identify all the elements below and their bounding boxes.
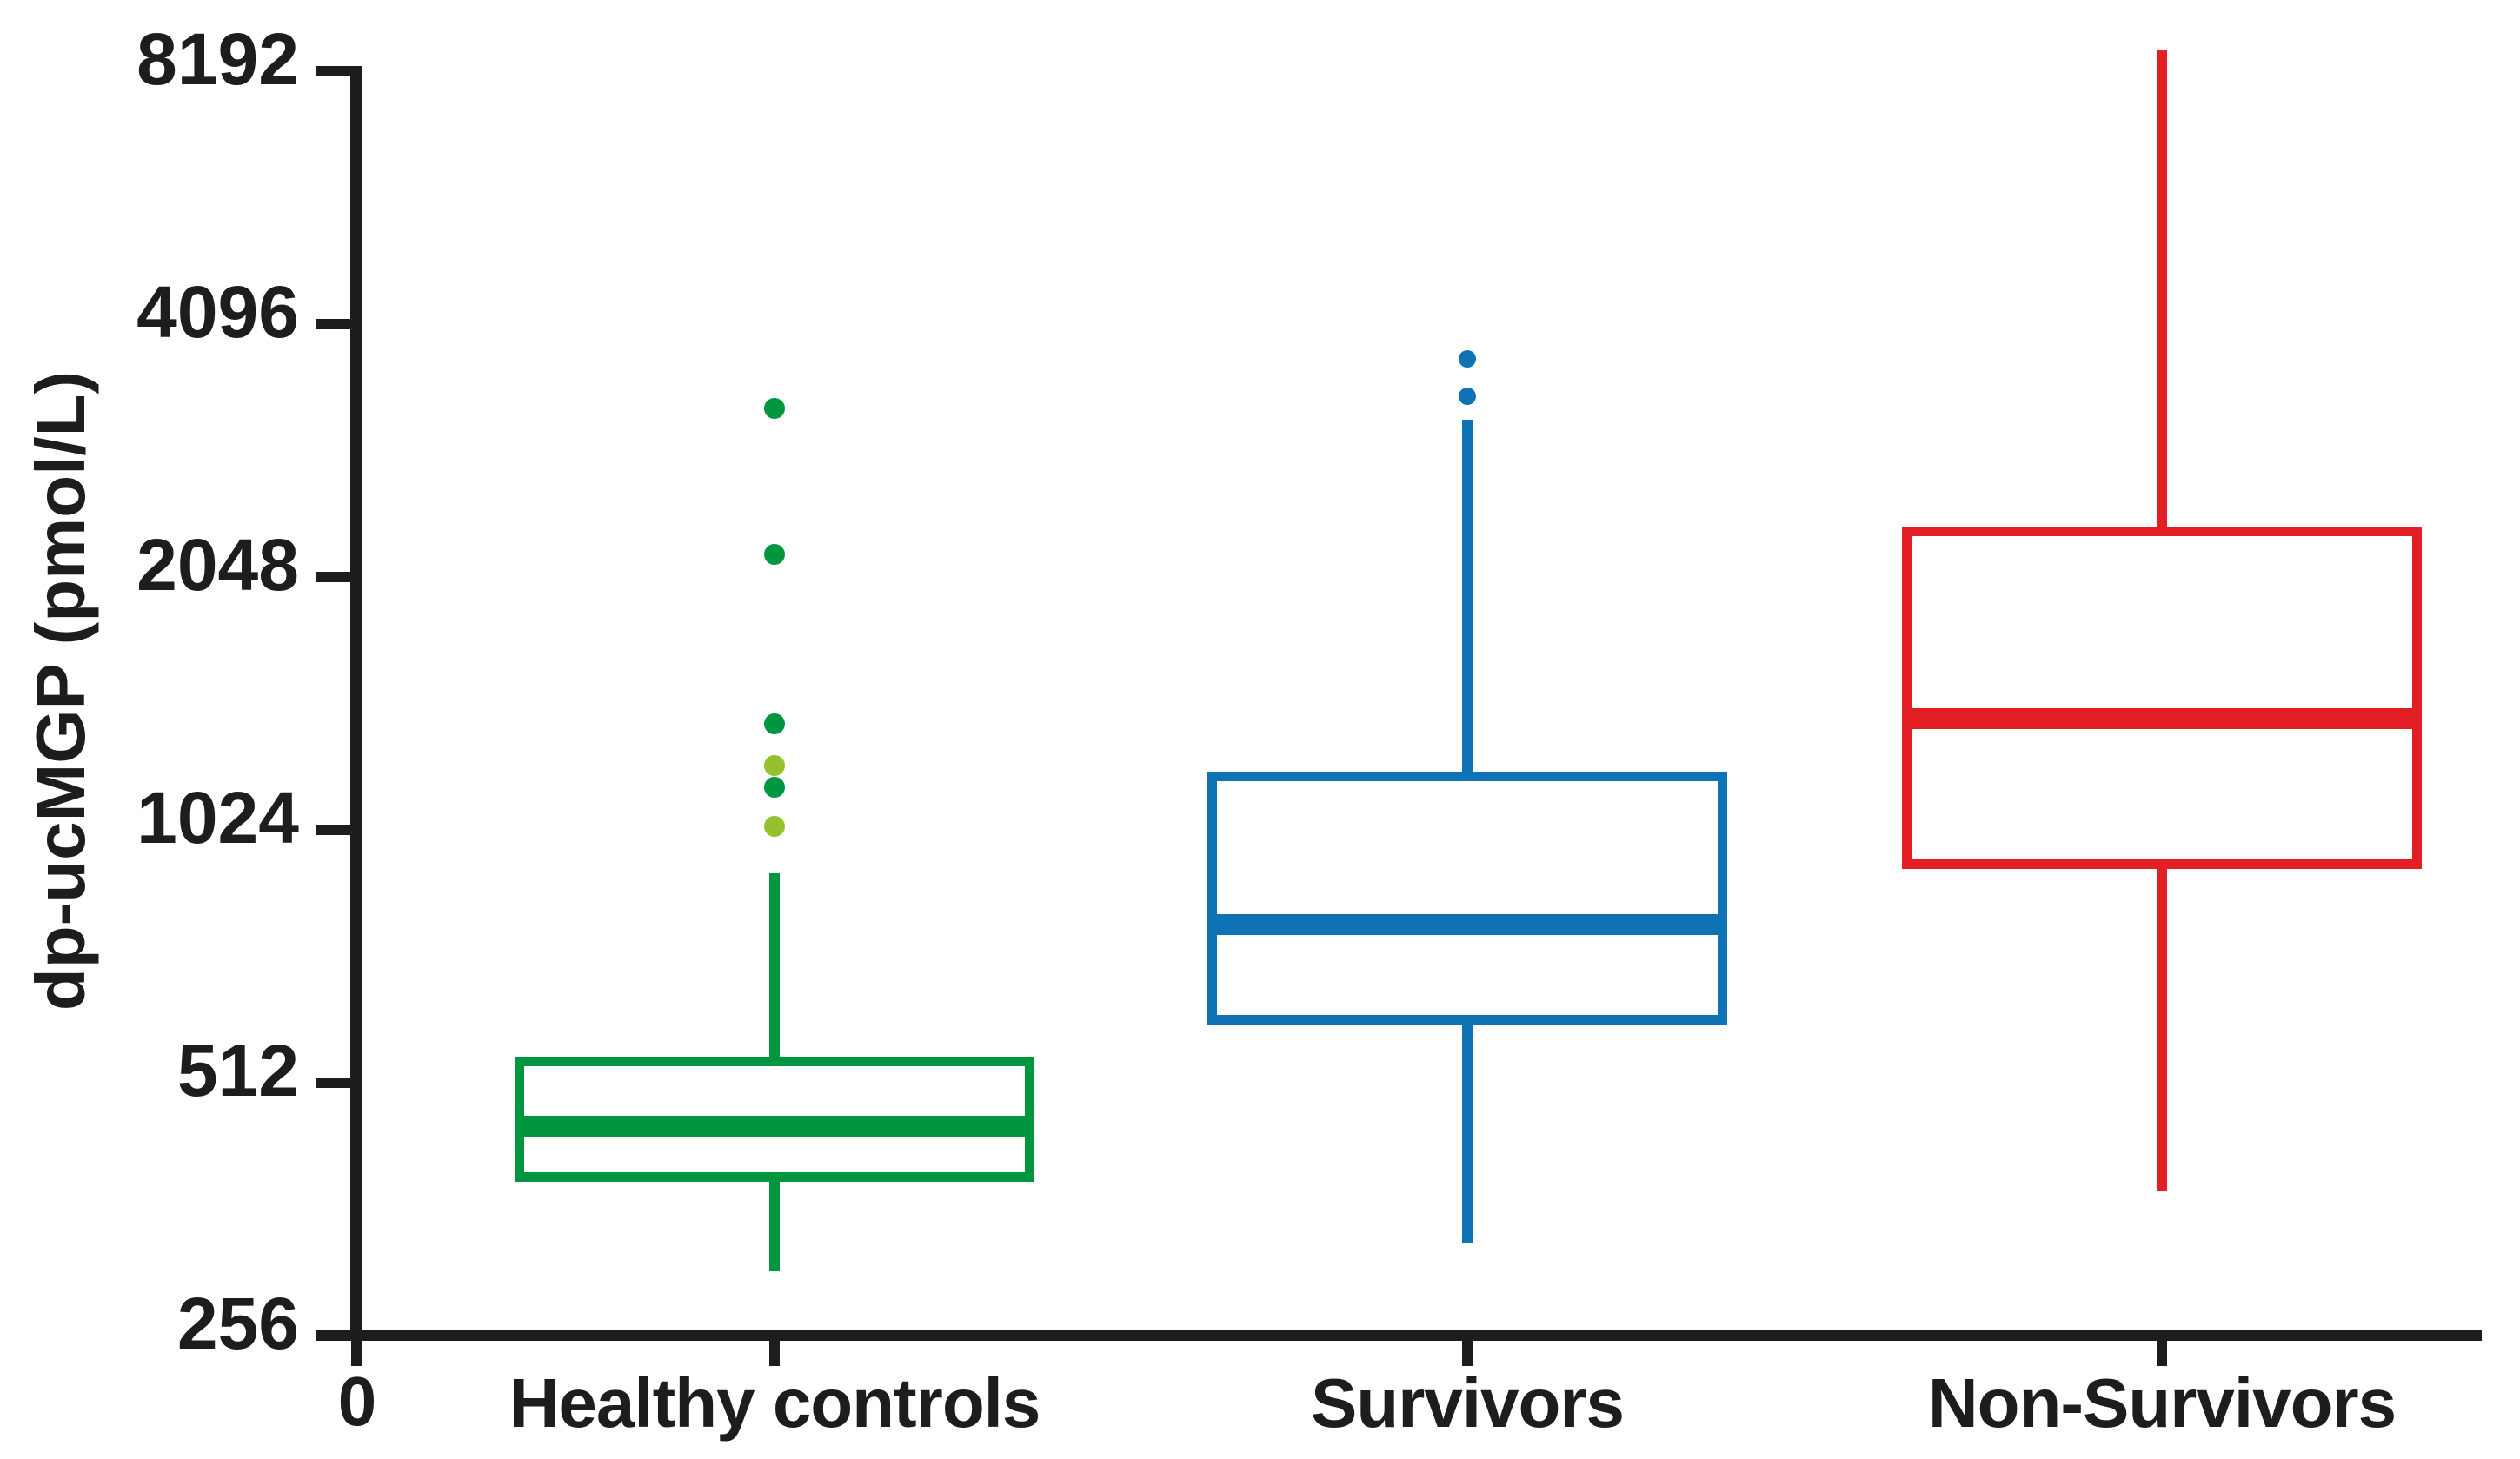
outlier-dot-healthy-controls xyxy=(764,815,785,837)
outlier-dot-healthy-controls xyxy=(764,777,785,799)
y-tick-label: 4096 xyxy=(136,271,299,353)
outlier-dot-healthy-controls xyxy=(764,543,785,565)
lower-whisker-healthy-controls xyxy=(769,1182,780,1272)
y-tick-mark xyxy=(316,66,356,76)
y-tick-label: 1024 xyxy=(136,777,299,859)
box-survivors xyxy=(1207,772,1727,1025)
outlier-dot-survivors xyxy=(1459,350,1476,368)
y-tick-mark xyxy=(316,1330,356,1341)
outlier-dot-healthy-controls xyxy=(764,398,785,420)
median-line-healthy-controls xyxy=(515,1115,1034,1137)
y-axis-line xyxy=(350,66,362,1341)
y-tick-mark xyxy=(316,1078,356,1088)
x-axis-origin-label: 0 xyxy=(337,1363,377,1440)
y-tick-mark xyxy=(316,319,356,329)
x-tick-mark xyxy=(769,1330,780,1366)
x-tick-mark xyxy=(2157,1330,2167,1366)
x-tick-mark-origin xyxy=(351,1330,362,1366)
x-category-label: Healthy controls xyxy=(509,1364,1041,1442)
y-axis-title: dp-ucMGP (pmol/L) xyxy=(22,370,99,1011)
y-tick-label: 2048 xyxy=(136,524,299,606)
box-non-survivors xyxy=(1902,527,2422,869)
y-tick-label: 512 xyxy=(176,1030,299,1111)
outlier-dot-survivors xyxy=(1459,388,1476,406)
x-category-label: Survivors xyxy=(1310,1364,1625,1442)
lower-whisker-survivors xyxy=(1462,1025,1473,1243)
outlier-dot-healthy-controls xyxy=(764,755,785,777)
y-tick-label: 256 xyxy=(176,1283,299,1364)
outlier-dot-healthy-controls xyxy=(764,713,785,734)
x-axis-line xyxy=(350,1330,2482,1341)
upper-whisker-non-survivors xyxy=(2157,50,2167,527)
median-line-survivors xyxy=(1207,913,1727,935)
x-tick-mark xyxy=(1462,1330,1473,1366)
lower-whisker-non-survivors xyxy=(2157,868,2167,1192)
y-tick-mark xyxy=(316,825,356,835)
upper-whisker-healthy-controls xyxy=(769,872,780,1057)
median-line-non-survivors xyxy=(1902,707,2422,729)
upper-whisker-survivors xyxy=(1462,420,1473,773)
y-tick-mark xyxy=(316,572,356,582)
y-tick-label: 8192 xyxy=(136,18,299,100)
x-category-label: Non-Survivors xyxy=(1927,1364,2397,1442)
